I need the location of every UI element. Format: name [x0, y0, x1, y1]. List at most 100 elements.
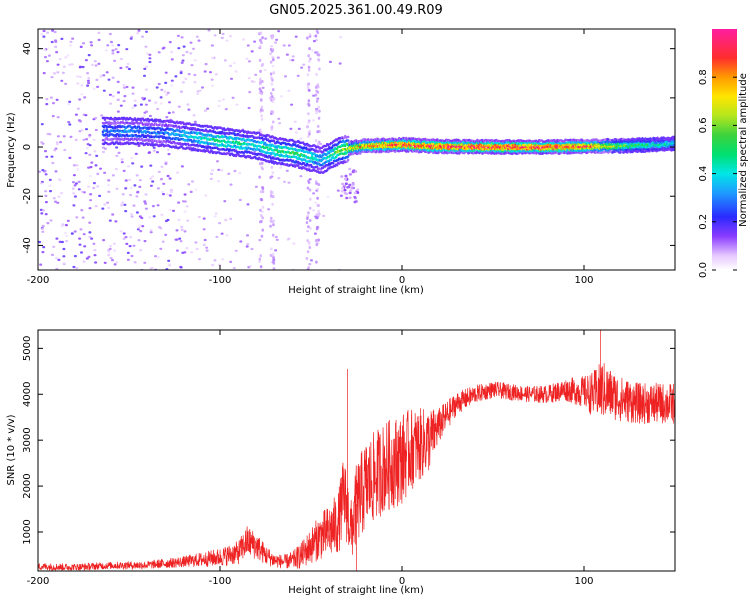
spectrogram-cell: [108, 32, 112, 36]
spectrogram-cell: [260, 136, 264, 140]
spectrogram-cell: [179, 266, 183, 269]
spectrogram-cell: [270, 165, 274, 169]
spectrogram-cell: [111, 213, 115, 216]
spectrogram-cell: [183, 230, 187, 233]
spectrogram-cell: [306, 36, 309, 40]
spectrogram-cell: [189, 190, 193, 193]
spectrogram-cell: [96, 172, 100, 175]
spectrogram-cell: [330, 146, 334, 149]
spectrogram-cell: [229, 64, 232, 67]
spectrogram-cell: [40, 123, 44, 126]
spectrogram-cell: [114, 220, 118, 223]
spectrogram-cell: [51, 253, 54, 256]
spectrogram-cell: [316, 215, 319, 219]
spectrogram-cell: [71, 187, 75, 190]
spectrogram-cell: [55, 98, 59, 101]
spectrogram-cell: [170, 79, 174, 82]
spectrogram-cell: [65, 234, 68, 237]
spectrogram-cell: [74, 138, 78, 141]
spectrogram-cell: [312, 192, 316, 195]
spectrogram-cell: [248, 60, 251, 63]
spectrogram-cell: [129, 193, 133, 197]
spectrogram-cell: [238, 198, 242, 202]
spectrogram-cell: [271, 160, 275, 163]
spectrogram-cell: [180, 228, 184, 231]
spectrogram-cell: [234, 70, 238, 73]
spectrogram-cell: [270, 220, 274, 224]
spectrogram-cell: [75, 164, 79, 167]
spectrogram-cell: [157, 139, 161, 142]
spectrogram-cell: [277, 117, 281, 120]
spectrogram-cell: [261, 187, 265, 190]
spectrogram-cell: [41, 251, 45, 254]
spectrogram-cell: [137, 239, 141, 242]
spectrogram-cell: [146, 117, 150, 121]
spectrogram-cell: [195, 35, 199, 38]
spectrogram-cell: [247, 77, 251, 80]
spectrogram-cell: [156, 256, 160, 259]
spectrogram-cell: [160, 213, 164, 216]
spectrogram-cell: [81, 65, 85, 69]
spectrogram-cell: [261, 86, 265, 89]
spectrogram-cell: [42, 29, 46, 33]
spectrogram-cell: [47, 54, 51, 57]
spectrogram-cell: [157, 170, 161, 173]
spectrogram-cell: [123, 203, 127, 206]
spectrogram-cell: [308, 132, 311, 136]
spectrogram-cell: [271, 56, 275, 59]
spectrogram-cell: [308, 206, 312, 210]
spectrogram-cell: [38, 240, 42, 244]
spectrogram-cell: [141, 96, 145, 100]
spectrogram-cell: [177, 201, 181, 204]
spectrogram-cell: [207, 29, 211, 32]
spectrogram-cell: [42, 72, 46, 75]
spectrogram-cell: [149, 231, 153, 234]
spectrogram-cell: [175, 229, 179, 232]
spectrogram-cell: [125, 66, 129, 69]
spectrogram-cell: [43, 48, 47, 52]
spectrogram-cell: [278, 122, 282, 125]
spectrogram-cell: [110, 40, 113, 44]
spectrogram-cell: [318, 67, 321, 71]
spectrogram-cell: [106, 201, 110, 204]
spectrogram-cell: [92, 87, 96, 90]
spectrogram-cell: [261, 167, 264, 171]
chart-title: GN05.2025.361.00.49.R09: [269, 3, 443, 18]
spectrogram-cell: [80, 84, 84, 87]
spectrogram-cell: [309, 227, 312, 230]
spectrogram-cell: [135, 174, 139, 177]
spectrogram-cell: [179, 240, 183, 243]
spectrogram-cell: [166, 174, 170, 178]
spectrogram-cell: [294, 35, 298, 38]
spectrogram-cell: [270, 82, 274, 86]
spectrogram-cell: [263, 141, 267, 145]
spectrogram-cell: [122, 130, 126, 134]
spectrogram-cell: [269, 176, 272, 180]
spectrogram-cell: [51, 115, 55, 118]
spectrogram-cell: [141, 225, 145, 228]
spectrogram-cell: [190, 251, 194, 254]
spectrogram-cell: [217, 180, 221, 183]
spectrogram-cell: [44, 190, 48, 193]
spectrogram-cell: [250, 50, 254, 53]
spectrogram-cell: [68, 44, 72, 47]
spectrogram-cell: [187, 183, 191, 186]
spectrogram-cell: [128, 178, 132, 181]
spectrogram-cell: [46, 222, 50, 225]
spectrogram-cell: [293, 120, 297, 123]
spectrogram-cell: [307, 211, 310, 215]
spectrogram-cell: [96, 185, 100, 188]
spectrogram-cell: [202, 243, 206, 246]
spectrogram-cell: [171, 111, 175, 114]
spectrogram-cell: [259, 31, 262, 35]
spectrogram-cell: [210, 172, 213, 175]
spectrogram-cell: [263, 68, 267, 71]
spectrogram-cell: [259, 128, 262, 132]
spectrogram-cell: [105, 128, 109, 132]
spectrogram-cell: [283, 180, 286, 183]
spectrogram-cell: [259, 208, 262, 212]
spectrogram-cell: [272, 195, 275, 199]
spectrogram-cell: [204, 63, 208, 66]
spectrogram-cell: [55, 142, 59, 146]
